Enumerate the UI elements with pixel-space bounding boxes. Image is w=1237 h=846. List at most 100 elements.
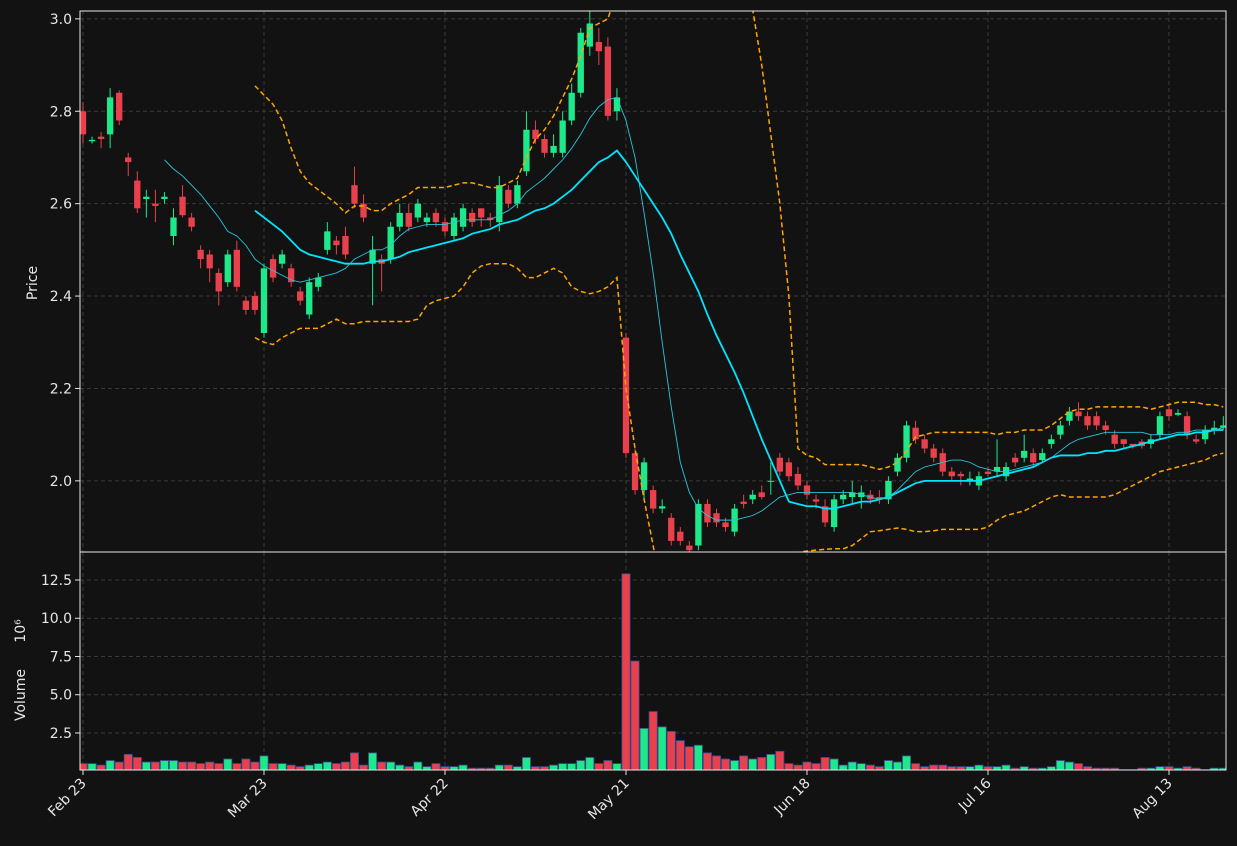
- volume-bar: [160, 761, 168, 770]
- y-tick-label: 2.0: [50, 474, 72, 490]
- volume-bar: [875, 767, 883, 770]
- candle-body: [351, 185, 357, 203]
- volume-bar: [115, 762, 123, 770]
- volume-bar: [513, 767, 521, 770]
- candle-body: [107, 97, 113, 134]
- candle-body: [786, 462, 792, 476]
- volume-bar: [839, 765, 847, 770]
- volume-bar: [350, 753, 358, 770]
- candle-body: [152, 204, 158, 206]
- candle-body: [596, 42, 602, 51]
- volume-bar: [405, 767, 413, 770]
- candle-body: [740, 502, 746, 504]
- candle-body: [550, 146, 556, 153]
- volume-bar: [178, 762, 186, 770]
- volume-bar: [676, 741, 684, 770]
- candle-body: [523, 130, 529, 172]
- volume-bar: [269, 764, 277, 770]
- volume-bar: [242, 759, 250, 770]
- candle-body: [1121, 439, 1127, 444]
- volume-bar: [957, 767, 965, 770]
- volume-bar: [984, 767, 992, 770]
- volume-bar: [88, 764, 96, 770]
- candle-body: [559, 120, 565, 152]
- volume-bar: [151, 762, 159, 770]
- volume-bar: [1056, 761, 1064, 770]
- candle-body: [1084, 416, 1090, 425]
- volume-bar: [1083, 767, 1091, 770]
- candle-body: [1012, 458, 1018, 463]
- candle-body: [188, 218, 194, 227]
- volume-bar: [893, 762, 901, 770]
- volume-bar: [450, 767, 458, 770]
- candle-body: [813, 499, 819, 501]
- candle-body: [324, 231, 330, 249]
- candle-body: [777, 458, 783, 472]
- candle-body: [659, 506, 665, 508]
- volume-bar: [721, 759, 729, 770]
- volume-bar: [694, 745, 702, 770]
- candle-body: [98, 137, 104, 139]
- volume-bar: [1020, 767, 1028, 770]
- volume-bar: [504, 765, 512, 770]
- volume-bar: [224, 759, 232, 770]
- candle-body: [433, 213, 439, 222]
- candle-body: [315, 278, 321, 287]
- y-tick-label: 7.5: [50, 649, 72, 665]
- volume-bar: [369, 753, 377, 770]
- candle-body: [424, 218, 430, 223]
- candle-body: [505, 190, 511, 204]
- candle-body: [704, 504, 710, 522]
- volume-bar: [387, 762, 395, 770]
- candle-body: [80, 111, 86, 134]
- candle-body: [415, 204, 421, 218]
- volume-bar: [577, 761, 585, 770]
- volume-bar: [731, 761, 739, 770]
- y-tick-label: 2.5: [50, 726, 72, 742]
- volume-bar: [921, 767, 929, 770]
- volume-bar: [378, 762, 386, 770]
- volume-bar: [930, 765, 938, 770]
- volume-bar: [821, 757, 829, 770]
- volume-bar: [1047, 767, 1055, 770]
- volume-bar: [332, 764, 340, 770]
- candle-body: [677, 532, 683, 541]
- volume-bar: [540, 767, 548, 770]
- candle-body: [451, 218, 457, 236]
- candle-body: [759, 492, 765, 497]
- candle-body: [170, 218, 176, 236]
- y-tick-label: 2.6: [50, 197, 72, 213]
- y-tick-label: 2.4: [50, 289, 72, 305]
- volume-bar: [975, 765, 983, 770]
- volume-bar: [794, 765, 802, 770]
- volume-bar: [1065, 762, 1073, 770]
- volume-bar: [522, 757, 530, 770]
- volume-bar: [296, 767, 304, 770]
- price-axis-label: Price: [25, 266, 41, 300]
- candle-body: [270, 259, 276, 277]
- volume-bar: [287, 765, 295, 770]
- volume-bar: [758, 757, 766, 770]
- candle-body: [134, 181, 140, 209]
- volume-bar: [305, 765, 313, 770]
- volume-bar: [1183, 767, 1191, 770]
- volume-bar: [912, 764, 920, 770]
- volume-bar: [188, 762, 196, 770]
- candle-body: [1021, 451, 1027, 458]
- candle-body: [578, 33, 584, 93]
- candle-body: [297, 291, 303, 300]
- candle-body: [478, 208, 484, 217]
- candle-body: [1175, 413, 1181, 415]
- candle-body: [469, 213, 475, 222]
- volume-bar: [848, 762, 856, 770]
- volume-bar: [169, 761, 177, 770]
- volume-axis-label: Volume: [13, 669, 29, 721]
- candle-body: [958, 474, 964, 476]
- volume-bar: [667, 731, 675, 770]
- volume-bar: [414, 762, 422, 770]
- candle-body: [831, 499, 837, 527]
